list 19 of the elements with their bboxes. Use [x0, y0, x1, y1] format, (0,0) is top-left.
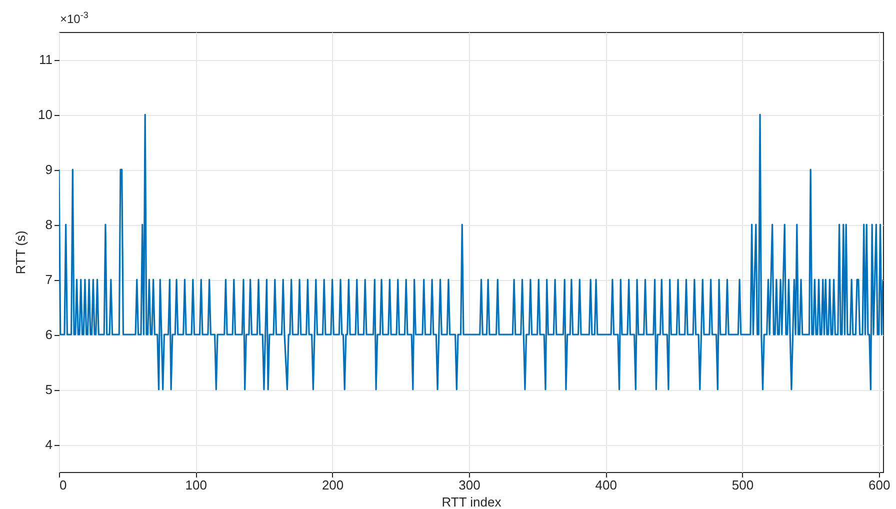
text: ×10$^{-3}$ [60, 10, 88, 26]
x-tick-label: 200 [322, 478, 344, 492]
y-axis-title: RTT (s) [13, 230, 28, 274]
x-tick-label: 400 [595, 478, 617, 492]
y-tick-label: 9 [45, 162, 52, 177]
y-tick-label: 10 [38, 107, 52, 122]
y-tick-label: 7 [45, 272, 52, 287]
y-tick-label: 8 [45, 217, 52, 232]
y-tick-label: 5 [45, 382, 52, 397]
x-tick-label: 300 [458, 478, 480, 492]
y-tick-label: 11 [39, 52, 52, 67]
line-series [59, 114, 883, 390]
x-tick-label: 0 [60, 478, 67, 492]
y-tick-label: 6 [45, 327, 52, 342]
x-tick-label: 100 [185, 478, 207, 492]
x-tick-label: 500 [732, 478, 754, 492]
y-tick-label: 4 [45, 437, 52, 452]
x-axis-title: RTT index [442, 494, 502, 509]
x-tick-label: 600 [868, 478, 890, 492]
